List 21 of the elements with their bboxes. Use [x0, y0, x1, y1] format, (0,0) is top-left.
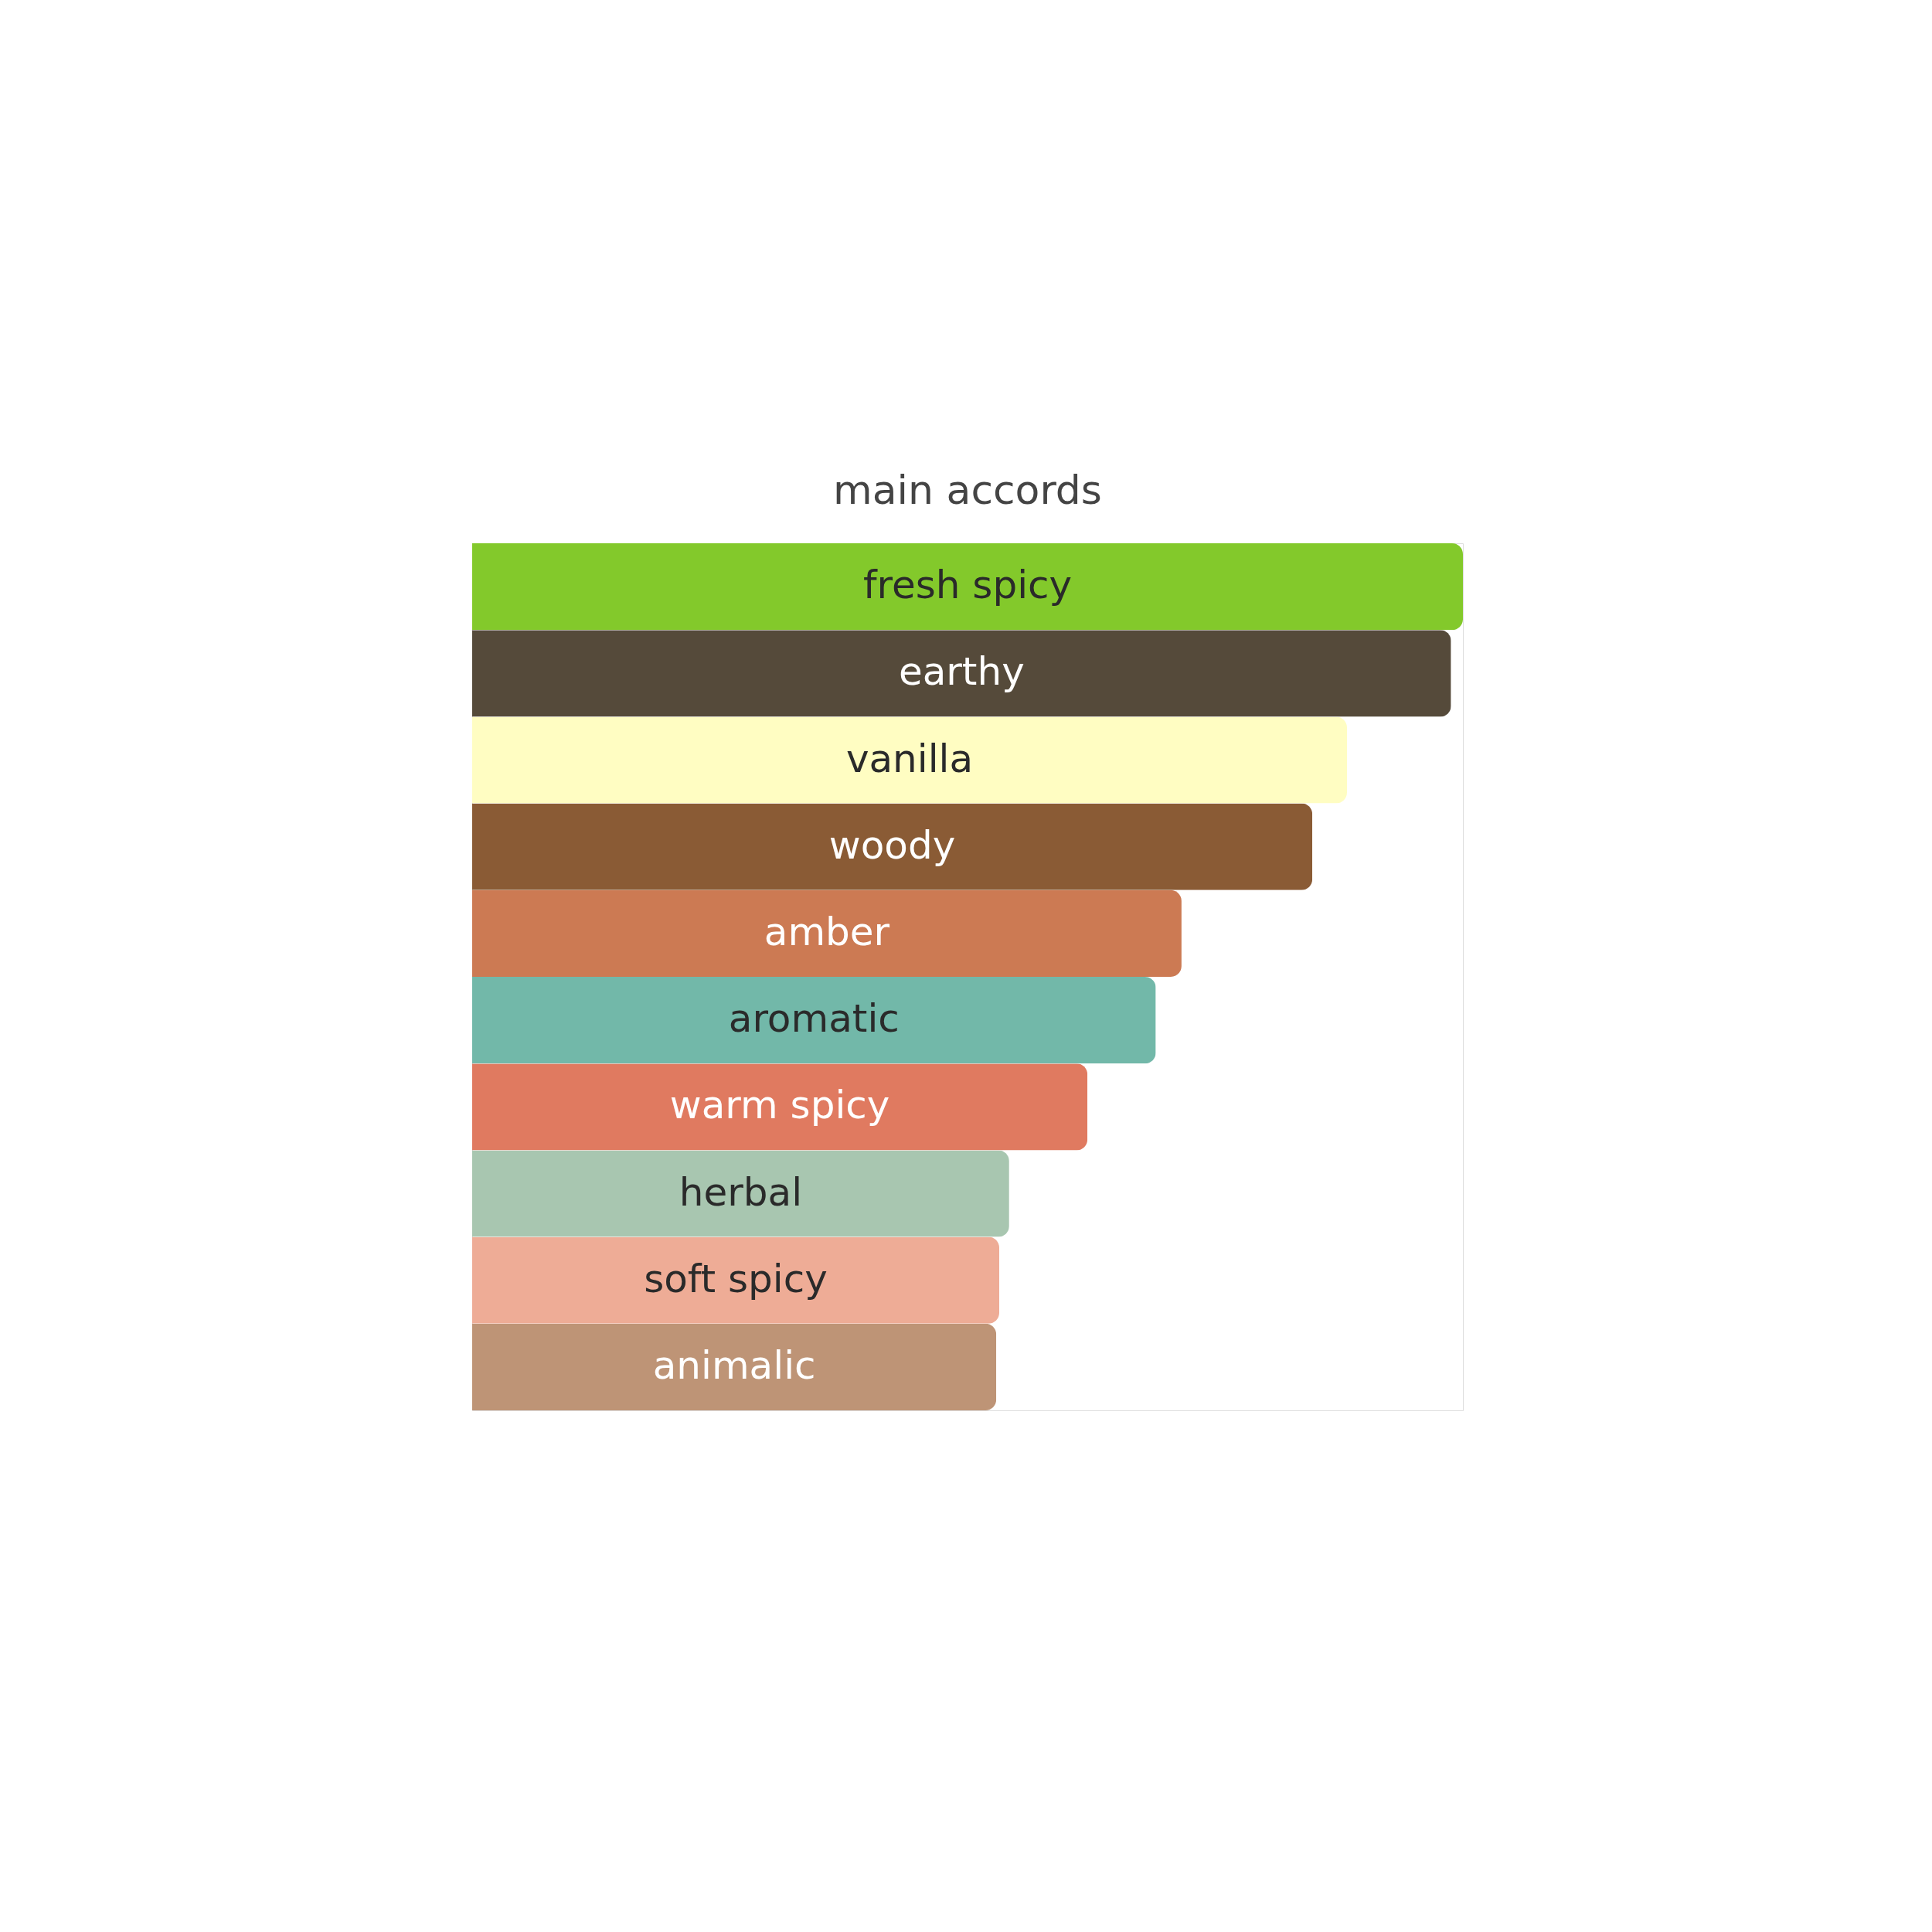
bar: [472, 803, 1313, 890]
chart-title: main accords: [833, 467, 1102, 513]
y-tick-label: earthy: [898, 649, 1025, 695]
y-tick-label: soft spicy: [644, 1256, 828, 1301]
y-tick-label: vanilla: [845, 736, 974, 781]
y-tick-label: herbal: [679, 1169, 803, 1215]
y-tick-label: warm spicy: [669, 1083, 890, 1128]
bar: [472, 1150, 1009, 1237]
bar: [472, 1236, 1000, 1324]
bar: [472, 630, 1451, 717]
y-tick-label: animalic: [652, 1342, 816, 1388]
bar: [472, 889, 1182, 977]
bar: [472, 1323, 997, 1410]
bar: [472, 1063, 1088, 1151]
bar: [472, 716, 1348, 804]
y-tick-label: aromatic: [728, 996, 900, 1042]
bar: [472, 977, 1156, 1064]
y-tick-label: woody: [828, 822, 956, 868]
y-tick-label: amber: [764, 909, 890, 954]
bar: [472, 543, 1463, 631]
y-tick-label: fresh spicy: [862, 563, 1073, 608]
